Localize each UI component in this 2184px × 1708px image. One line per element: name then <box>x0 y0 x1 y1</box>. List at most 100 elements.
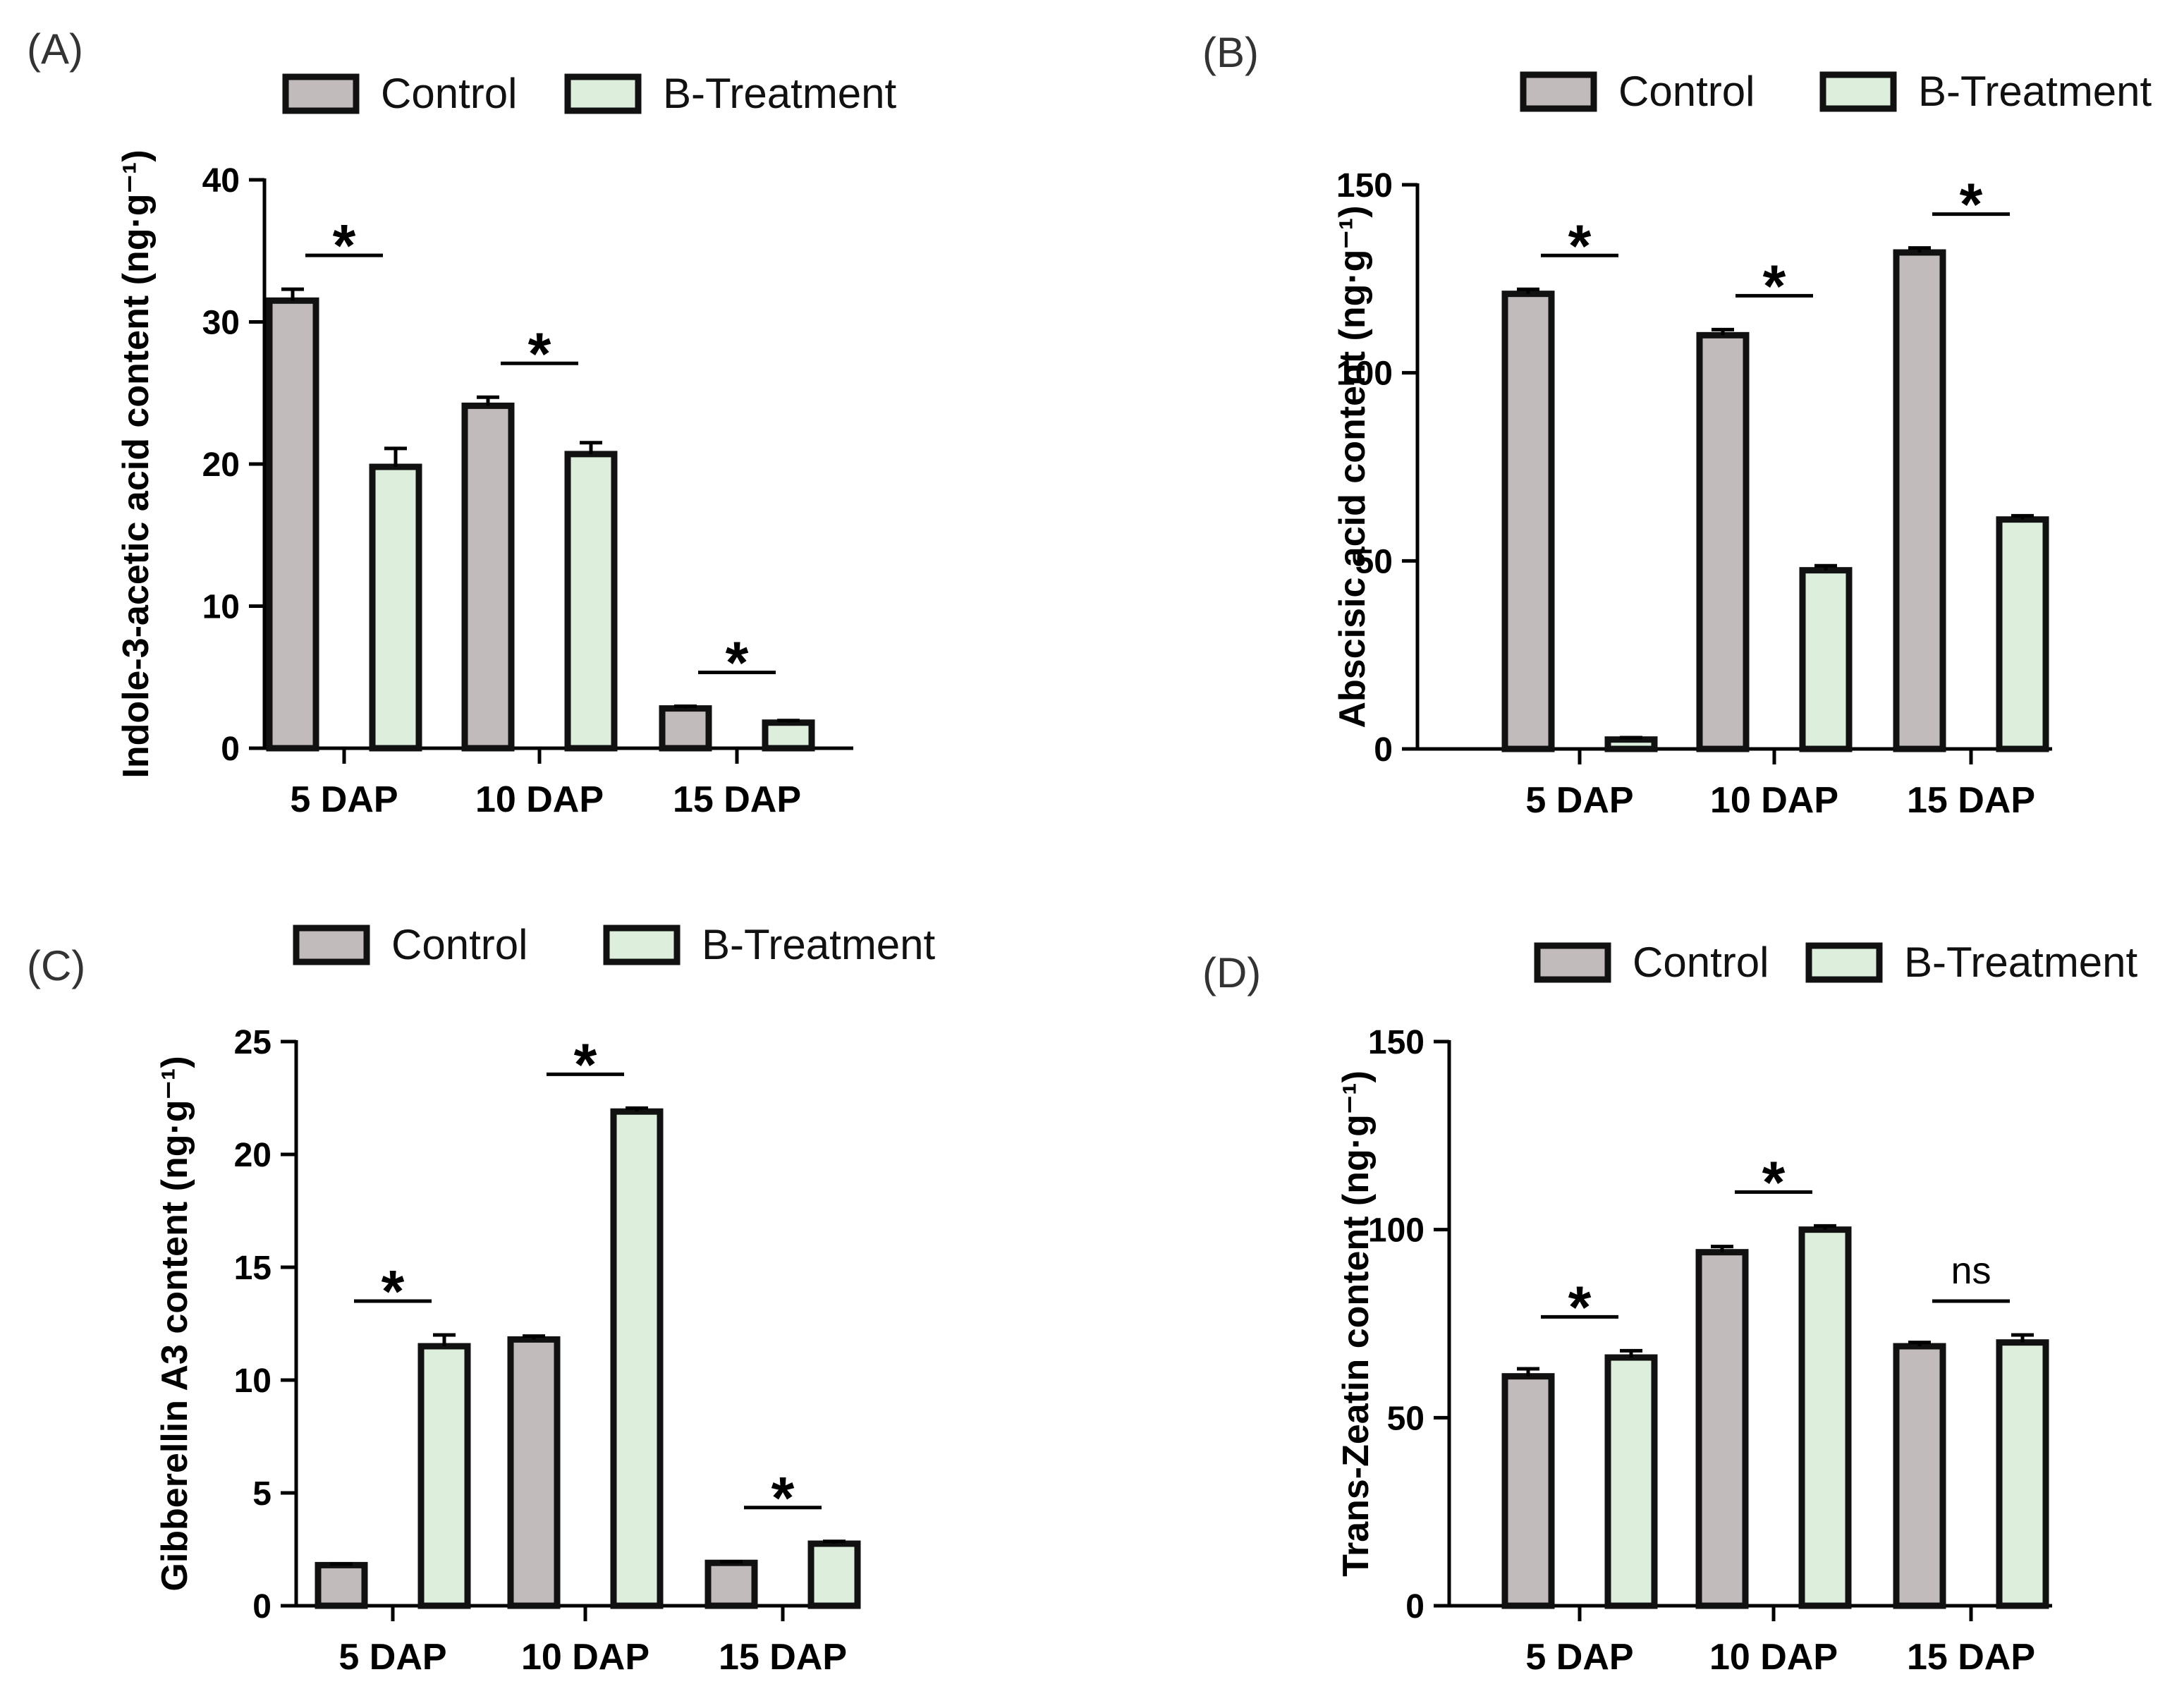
bar-treatment <box>417 1343 471 1609</box>
x-tick-label: 15 DAP <box>673 779 801 820</box>
x-tick-label: 5 DAP <box>1525 1637 1633 1678</box>
significance-star: * <box>1568 1274 1592 1340</box>
y-tick-label: 100 <box>1336 355 1393 393</box>
y-axis-label: Indole-3-acetic acid content (ng·g⁻¹) <box>116 150 157 778</box>
legend-swatch-control <box>1534 942 1611 983</box>
significance-star: * <box>1960 171 1983 238</box>
x-tick-label: 5 DAP <box>338 1637 446 1678</box>
y-tick-label: 50 <box>1387 1400 1425 1437</box>
y-tick-label: 150 <box>1368 1024 1425 1061</box>
legend-label-control: Control <box>1618 68 1755 115</box>
bar-control <box>1501 291 1555 752</box>
significance-star: * <box>1763 252 1786 319</box>
significance-star: * <box>382 1258 405 1324</box>
significance-star: * <box>1762 1149 1786 1215</box>
panel-b: (B) Control B-Treatment Abscisic acid conte… <box>1202 29 2152 821</box>
bar-treatment <box>369 463 422 752</box>
legend-label-control: Control <box>391 921 527 968</box>
bar-control <box>461 402 515 752</box>
legend-label-treatment: B-Treatment <box>663 70 897 117</box>
legend: Control B-Treatment <box>1534 939 2138 986</box>
bar-treatment <box>1799 567 1853 752</box>
y-tick-label: 150 <box>1336 167 1393 205</box>
y-tick-label: 20 <box>234 1137 272 1174</box>
bar-control <box>1696 331 1750 752</box>
y-tick-label: 0 <box>1405 1588 1425 1625</box>
legend-swatch-treatment <box>1819 71 1897 112</box>
x-tick-label: 10 DAP <box>1710 780 1838 821</box>
bar-treatment <box>1604 736 1658 752</box>
y-tick-label: 50 <box>1355 543 1393 580</box>
y-tick-label: 25 <box>234 1024 272 1061</box>
significance-star: * <box>771 1465 795 1531</box>
bar-control <box>1893 1343 1946 1609</box>
panel-c: (C) Control B-Treatment Gibberellin A3 cont… <box>27 921 936 1678</box>
legend-label-treatment: B-Treatment <box>1918 68 2152 115</box>
bar-control <box>1695 1249 1749 1609</box>
panel-a: (A) Control B-Treatment Indole-3-acetic aci… <box>27 25 897 820</box>
panel-label: (B) <box>1202 29 1259 76</box>
legend-label-control: Control <box>381 70 517 117</box>
legend-swatch-treatment <box>1805 942 1883 983</box>
bar-treatment <box>564 451 618 752</box>
x-tick-label: 10 DAP <box>475 779 604 820</box>
bar-treatment <box>1604 1354 1658 1609</box>
x-tick-label: 15 DAP <box>719 1637 847 1678</box>
legend-swatch-control <box>293 925 370 965</box>
y-axis-label: Trans-Zeatin content (ng·g⁻¹) <box>1336 1070 1377 1577</box>
x-tick-label: 15 DAP <box>1907 780 2035 821</box>
bar-control <box>1501 1373 1555 1609</box>
legend-label-treatment: B-Treatment <box>1904 939 2138 986</box>
x-tick-label: 10 DAP <box>1709 1637 1838 1678</box>
y-tick-label: 10 <box>234 1362 272 1400</box>
legend-label-control: Control <box>1633 939 1769 986</box>
bar-control <box>659 705 712 752</box>
legend-swatch-control <box>282 73 360 114</box>
bar-treatment <box>1798 1226 1852 1609</box>
panel-d: (D) Control B-Treatment Trans-Zeatin conten… <box>1202 939 2138 1678</box>
bar-treatment <box>807 1540 861 1609</box>
y-tick-label: 40 <box>202 162 240 200</box>
significance-star: * <box>333 212 356 279</box>
y-tick-label: 100 <box>1368 1212 1425 1250</box>
significance-star: * <box>528 320 551 386</box>
significance-star: * <box>1568 212 1592 279</box>
y-tick-label: 0 <box>252 1588 272 1625</box>
legend-swatch-treatment <box>603 925 681 965</box>
legend: Control B-Treatment <box>1520 68 2152 115</box>
y-tick-label: 20 <box>202 446 240 484</box>
significance-star: * <box>574 1031 597 1097</box>
bar-treatment <box>1996 516 2049 752</box>
bar-control <box>266 297 319 752</box>
y-tick-label: 30 <box>202 305 240 342</box>
panel-label: (C) <box>27 942 85 989</box>
bar-control <box>704 1559 758 1609</box>
y-axis-label: Gibberellin A3 content (ng·g⁻¹) <box>154 1056 195 1591</box>
panel-label: (D) <box>1202 949 1261 996</box>
bar-control <box>315 1561 368 1609</box>
legend-label-treatment: B-Treatment <box>702 921 936 968</box>
legend: Control B-Treatment <box>293 921 936 968</box>
y-tick-label: 10 <box>202 589 240 626</box>
panel-label: (A) <box>27 25 83 73</box>
bar-treatment <box>1996 1339 2049 1609</box>
y-axis-label: Abscisic acid content (ng·g⁻¹) <box>1332 205 1373 728</box>
x-tick-label: 15 DAP <box>1907 1637 2035 1678</box>
significance-label: ns <box>1951 1250 1991 1292</box>
significance-star: * <box>726 630 749 696</box>
legend-swatch-control <box>1520 71 1597 112</box>
y-tick-label: 0 <box>1374 731 1393 769</box>
y-tick-label: 0 <box>221 731 240 768</box>
y-tick-label: 5 <box>252 1475 272 1513</box>
legend-swatch-treatment <box>564 73 642 114</box>
legend: Control B-Treatment <box>282 70 897 117</box>
bar-control <box>1893 249 1946 752</box>
x-tick-label: 10 DAP <box>521 1637 649 1678</box>
x-tick-label: 5 DAP <box>1525 780 1633 821</box>
bar-treatment <box>610 1108 664 1609</box>
y-tick-label: 15 <box>234 1250 272 1287</box>
bar-control <box>507 1336 561 1609</box>
bar-treatment <box>762 719 815 752</box>
x-tick-label: 5 DAP <box>290 779 398 820</box>
